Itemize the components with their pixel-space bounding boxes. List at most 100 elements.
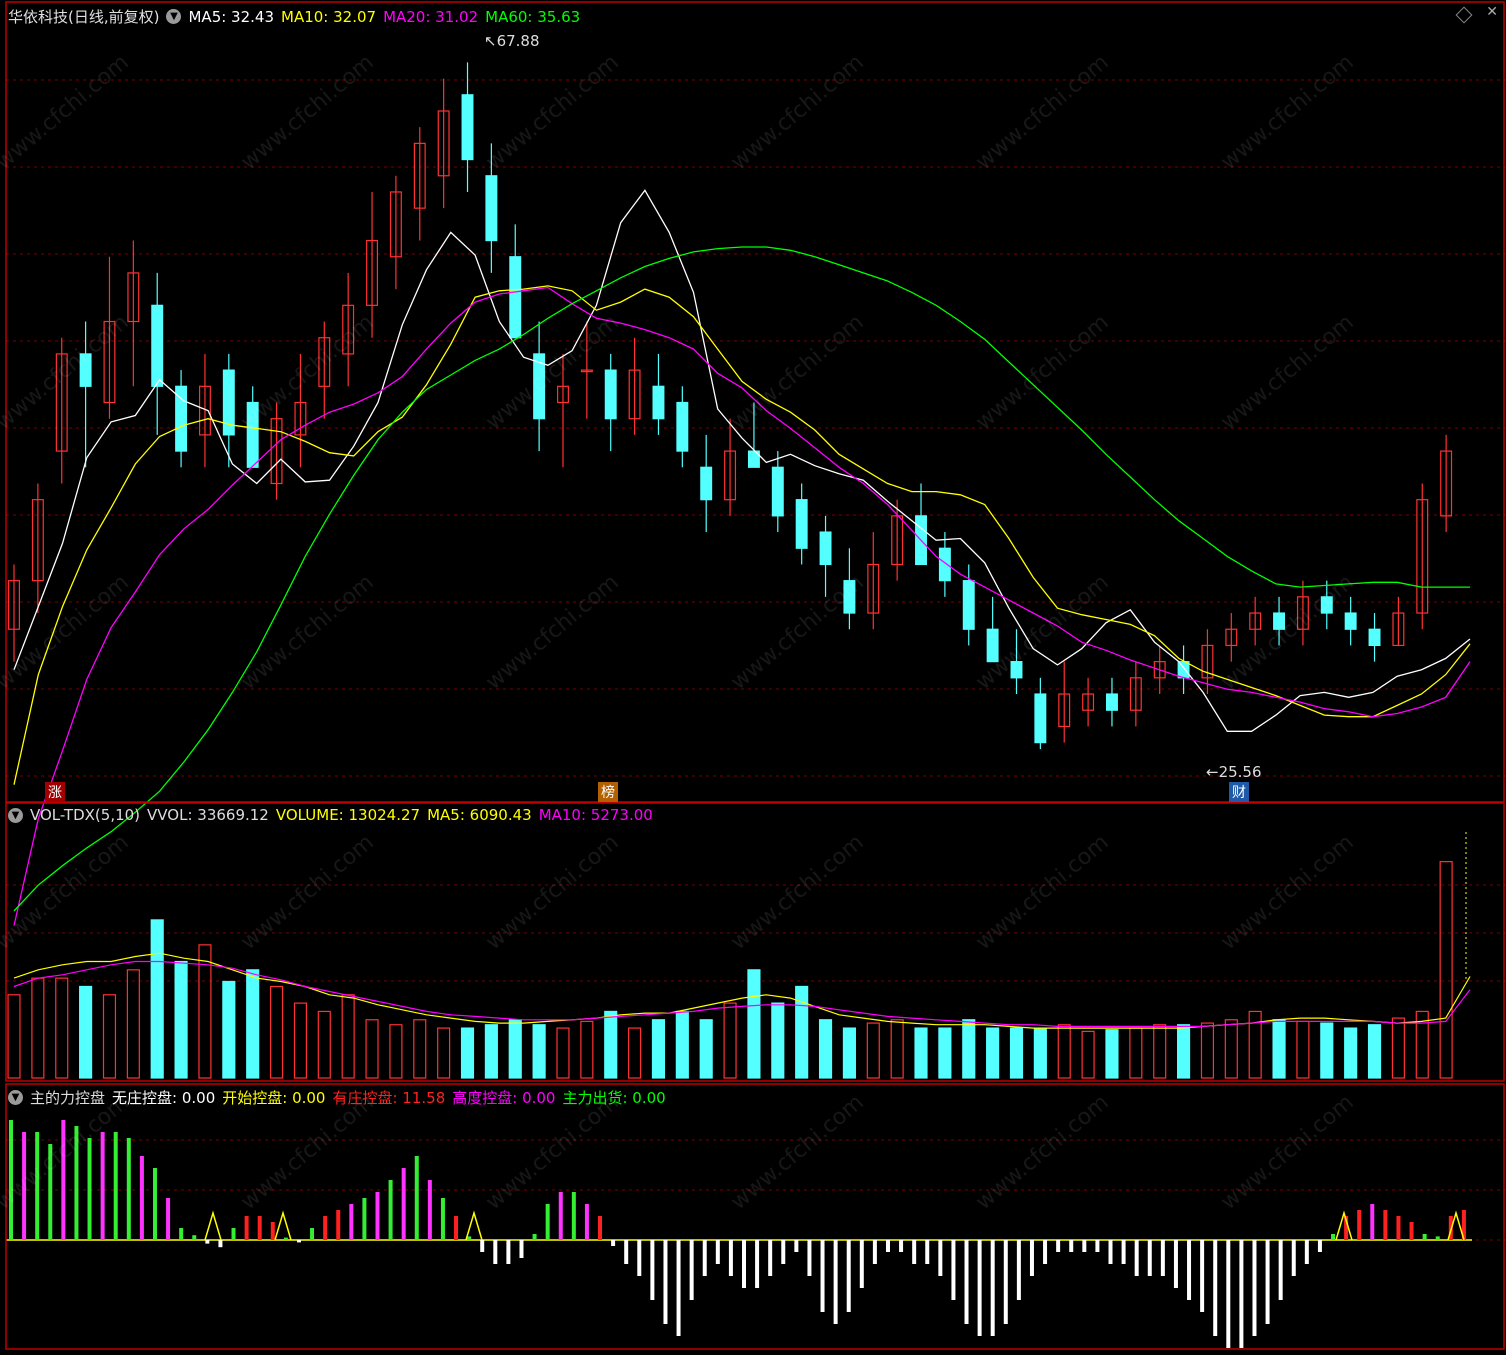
indicator-bar bbox=[257, 1216, 262, 1240]
vol-ma10-readout: MA10: 5273.00 bbox=[538, 806, 653, 824]
vvol-readout: VVOL: 33669.12 bbox=[147, 806, 269, 824]
candle-body bbox=[1105, 693, 1118, 711]
indicator-bar bbox=[702, 1240, 707, 1276]
indicator-bar bbox=[977, 1240, 982, 1336]
volume-bar bbox=[938, 1027, 952, 1079]
indicator-bar bbox=[61, 1120, 66, 1240]
indicator-bar bbox=[336, 1210, 341, 1240]
indicator-bar bbox=[388, 1180, 393, 1240]
indicator-bar bbox=[1265, 1240, 1270, 1324]
indicator-bar bbox=[663, 1240, 668, 1324]
candle-body bbox=[1368, 628, 1381, 647]
volume-bar bbox=[1391, 1017, 1405, 1079]
indicator-bar bbox=[283, 1237, 288, 1240]
indicator-bar bbox=[689, 1240, 694, 1300]
chevron-down-icon[interactable]: ▼ bbox=[8, 1090, 23, 1105]
candle-body bbox=[628, 369, 641, 420]
indicator-bar bbox=[728, 1240, 733, 1276]
indicator-bar bbox=[113, 1132, 118, 1240]
low-price-label: 25.56 bbox=[1218, 763, 1262, 781]
indicator-bar bbox=[1029, 1240, 1034, 1276]
candle-body bbox=[724, 450, 737, 501]
indicator-bar bbox=[1239, 1240, 1244, 1348]
tag-bang[interactable]: 榜 bbox=[598, 782, 618, 802]
indicator-bar bbox=[545, 1204, 550, 1240]
indicator-bar bbox=[9, 1120, 13, 1240]
indicator-bar bbox=[1095, 1240, 1100, 1252]
candle-body bbox=[1440, 450, 1453, 517]
indicator-peak-marker bbox=[274, 1210, 292, 1241]
close-icon[interactable]: ✕ bbox=[1486, 4, 1498, 20]
indicator-bar bbox=[231, 1228, 236, 1240]
candle-body bbox=[1058, 693, 1071, 728]
volume-bar bbox=[914, 1027, 928, 1079]
indicator-bar bbox=[951, 1240, 956, 1300]
candle-body bbox=[1416, 499, 1429, 614]
volume-bar bbox=[795, 985, 809, 1079]
volume-panel-header: ▼ VOL-TDX(5,10) VVOL: 33669.12 VOLUME: 1… bbox=[8, 806, 653, 824]
indicator-bar bbox=[74, 1126, 79, 1240]
indicator-bar bbox=[1147, 1240, 1152, 1276]
indicator-peak-marker bbox=[1335, 1210, 1353, 1241]
ma20-readout: MA20: 31.02 bbox=[383, 7, 479, 26]
candle-body bbox=[8, 580, 20, 630]
volume-bar bbox=[1439, 861, 1453, 1079]
indicator-bar bbox=[270, 1222, 275, 1240]
volume-bar bbox=[747, 969, 761, 1079]
tag-zhang[interactable]: 涨 bbox=[45, 782, 65, 802]
indicator-bar bbox=[742, 1240, 746, 1288]
volume-bar bbox=[269, 985, 284, 1079]
volume-bar bbox=[341, 994, 355, 1079]
candle-body bbox=[222, 369, 235, 436]
indicator-bar bbox=[139, 1156, 144, 1240]
candle-body bbox=[1320, 596, 1333, 614]
indicator-bar bbox=[611, 1240, 616, 1246]
indicator-bar bbox=[990, 1240, 995, 1336]
indicator-bar bbox=[1409, 1222, 1414, 1240]
candlestick-series bbox=[8, 62, 1453, 750]
chevron-down-icon[interactable]: ▼ bbox=[8, 807, 23, 823]
volume-bar bbox=[293, 1002, 307, 1079]
volume-bar bbox=[1129, 1027, 1143, 1079]
volume-bar bbox=[413, 1019, 427, 1079]
indicator-bar bbox=[885, 1240, 890, 1252]
volume-bar bbox=[1248, 1010, 1262, 1079]
indicator-bar bbox=[637, 1240, 642, 1276]
indicator-bar bbox=[1331, 1234, 1336, 1240]
indicator-bar bbox=[1016, 1240, 1021, 1300]
indicator-bar bbox=[1226, 1240, 1231, 1348]
indicator-bar bbox=[532, 1234, 537, 1240]
candle-body bbox=[270, 418, 283, 485]
candle-body bbox=[1201, 644, 1214, 679]
indicator-bar bbox=[1069, 1240, 1074, 1252]
ind-name: 主的力控盘 bbox=[30, 1089, 106, 1107]
volume-bar bbox=[222, 980, 236, 1079]
indicator-bar bbox=[781, 1240, 786, 1264]
volume-bar bbox=[580, 1020, 594, 1079]
tag-cai[interactable]: 财 bbox=[1229, 782, 1249, 802]
candle-body bbox=[31, 499, 44, 582]
candle-body bbox=[175, 385, 188, 452]
candle-body bbox=[198, 385, 211, 436]
volume-bar bbox=[532, 1024, 546, 1079]
volume-bar bbox=[628, 1027, 642, 1079]
indicator-bar bbox=[205, 1240, 210, 1244]
candle-body bbox=[1153, 661, 1166, 679]
volume-bar bbox=[651, 1019, 666, 1079]
panel-frame bbox=[5, 1, 1505, 803]
volume-bar bbox=[1272, 1019, 1286, 1079]
indicator-bar bbox=[899, 1240, 904, 1252]
indicator-bar bbox=[964, 1240, 969, 1324]
volume-bar bbox=[1415, 1010, 1429, 1079]
candle-body bbox=[676, 401, 689, 452]
candle-body bbox=[485, 175, 498, 242]
chevron-down-icon[interactable]: ▼ bbox=[166, 9, 182, 24]
indicator-bar bbox=[598, 1216, 603, 1240]
price-panel-header: 华依科技(日线,前复权) ▼ MA5: 32.43 MA10: 32.07 MA… bbox=[8, 6, 580, 27]
indicator-bar bbox=[493, 1240, 498, 1264]
candle-body bbox=[151, 304, 164, 387]
candle-body bbox=[1034, 693, 1047, 744]
ma5-readout: MA5: 32.43 bbox=[188, 7, 274, 26]
